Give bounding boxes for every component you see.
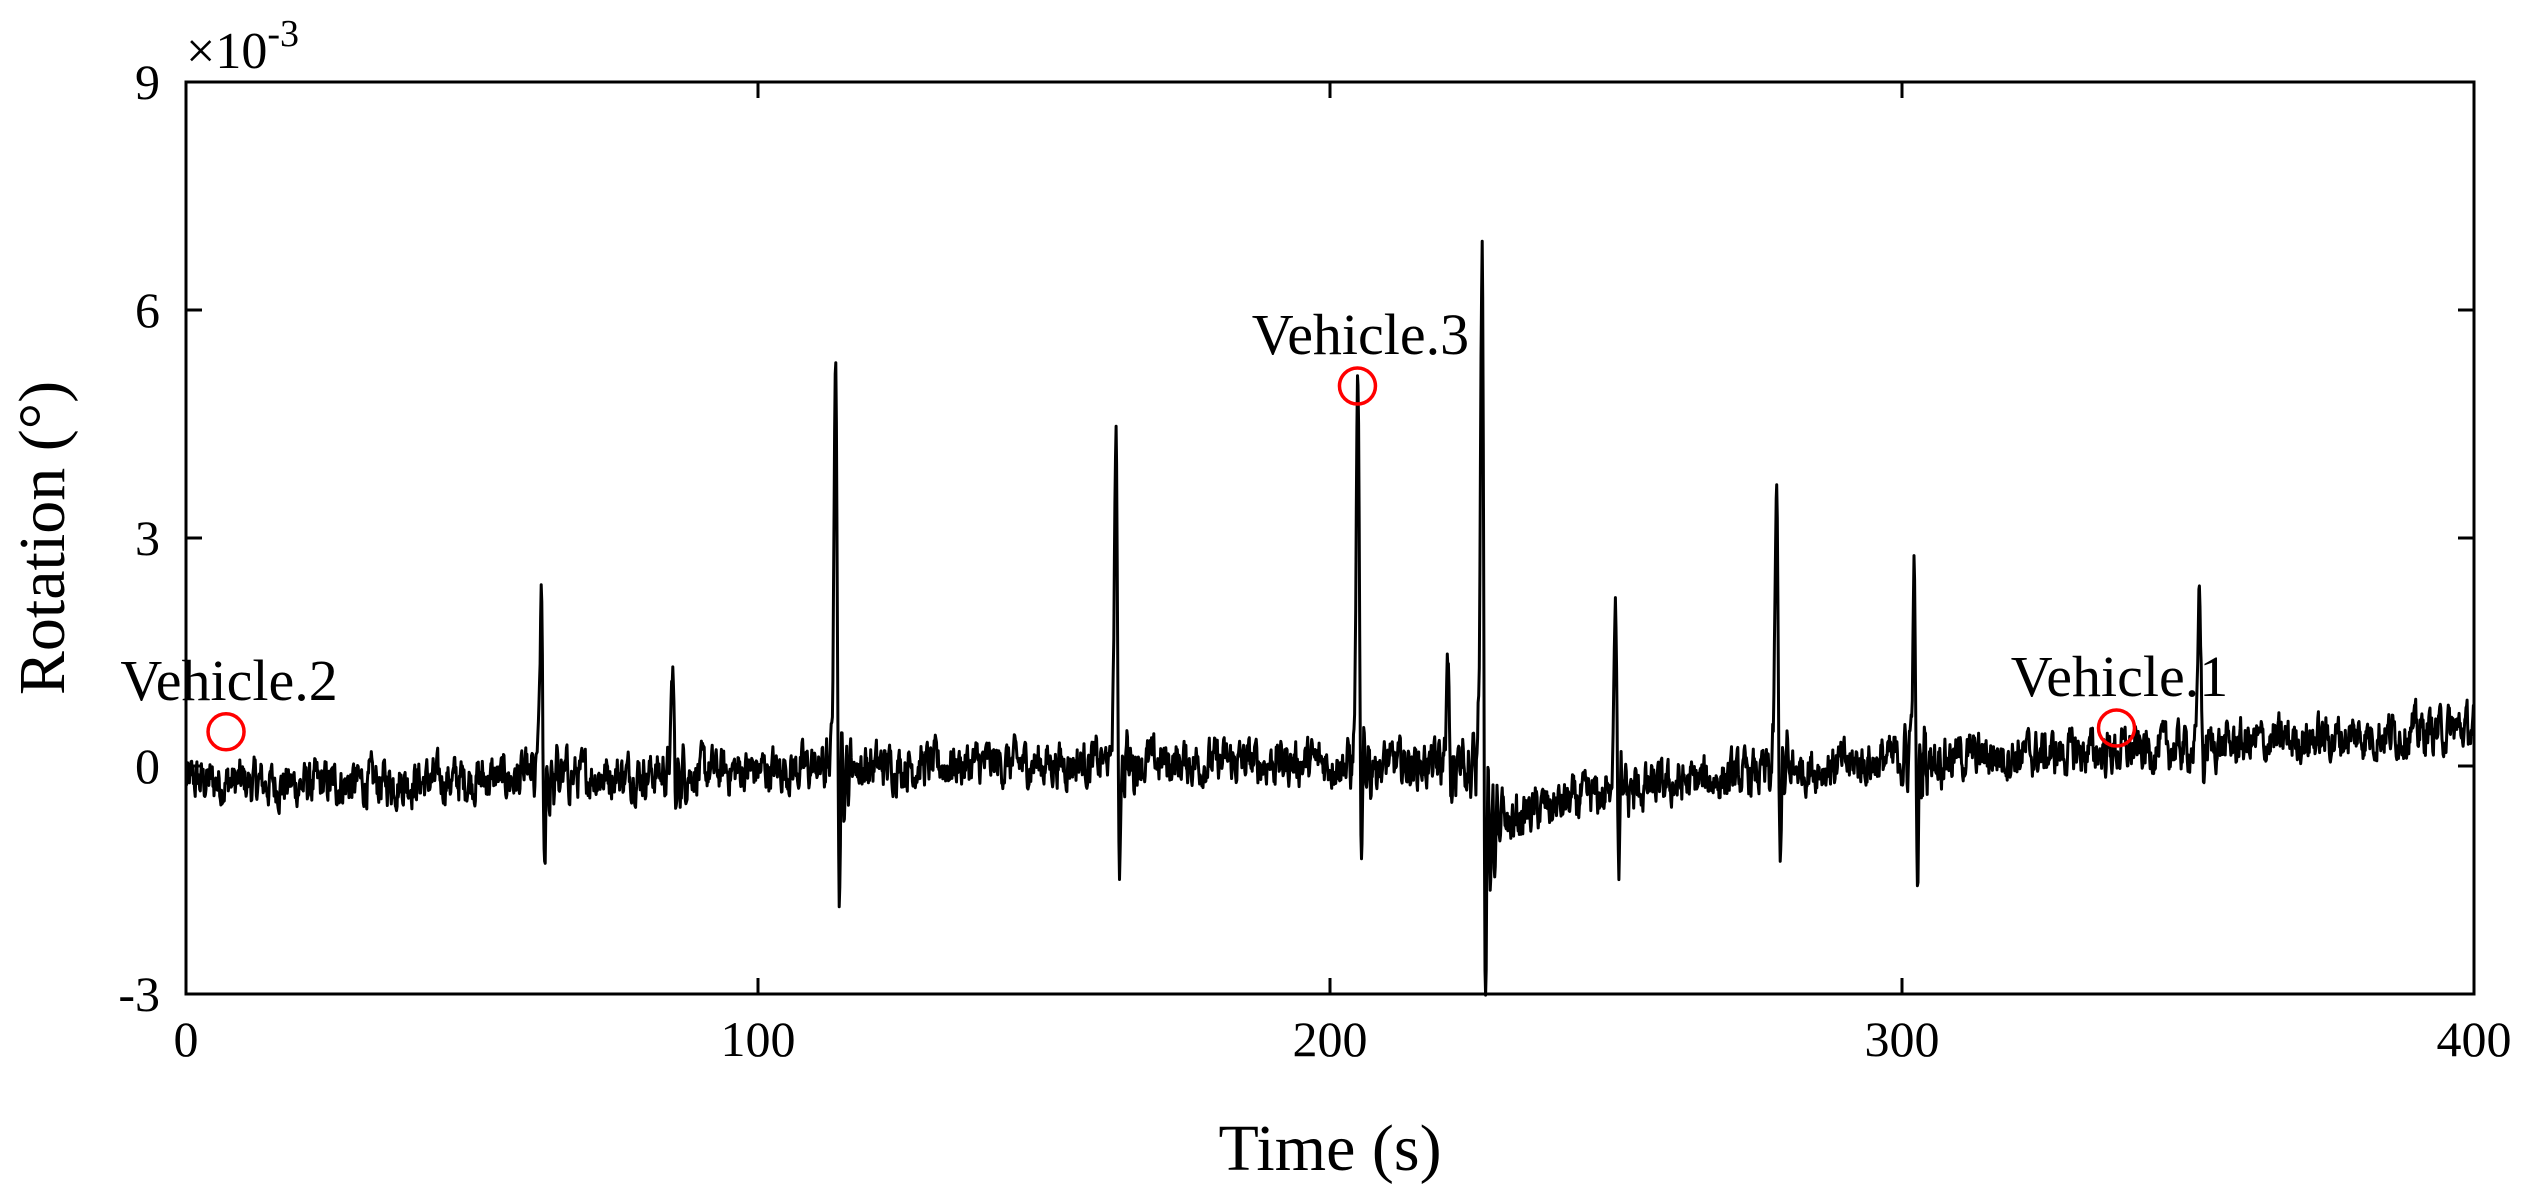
y-multiplier-label: ×10-3 [186, 13, 299, 80]
series-line [184, 239, 2476, 997]
x-tick-label: 400 [2437, 1011, 2512, 1067]
annotation-label: Vehicle.1 [2011, 644, 2228, 709]
y-tick-label: -3 [118, 966, 160, 1022]
y-tick-label: 6 [135, 282, 160, 338]
annotation-marker [206, 712, 246, 752]
y-axis-label: Rotation (°) [6, 381, 79, 695]
annotation-marker [1337, 366, 1378, 406]
annotation-layer: Vehicle.2 Vehicle.3 Vehicle.1 [120, 302, 2228, 752]
x-tick-label: 200 [1293, 1011, 1368, 1067]
y-multiplier-exponent: -3 [267, 13, 299, 55]
y-tick-label: 3 [135, 510, 160, 566]
annotation-label: Vehicle.2 [120, 648, 337, 713]
y-tick-label: 0 [135, 738, 160, 794]
annotation-label: Vehicle.3 [1252, 302, 1469, 367]
x-axis-label: Time (s) [1218, 1112, 1441, 1185]
annotation-marker [2096, 708, 2137, 748]
y-multiplier-base: ×10 [186, 23, 267, 80]
y-tick-label: 9 [135, 54, 160, 110]
x-tick-label: 0 [174, 1011, 199, 1067]
x-tick-label: 100 [721, 1011, 796, 1067]
plot-frame [184, 80, 2476, 996]
x-tick-label: 300 [1865, 1011, 1940, 1067]
